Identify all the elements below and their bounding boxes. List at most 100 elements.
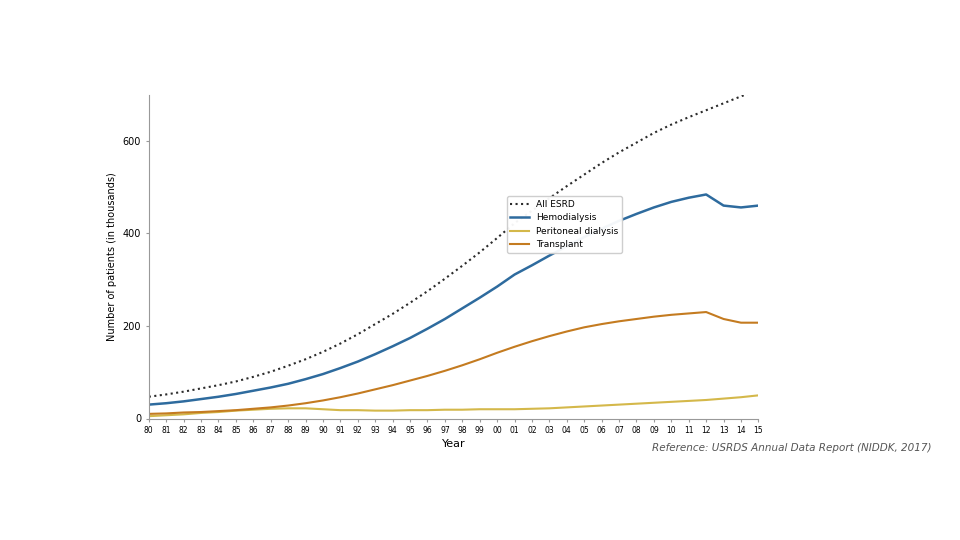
Transplant xyxy=(683,310,694,316)
Hemodialysis xyxy=(753,202,764,209)
Hemodialysis xyxy=(648,204,660,211)
Transplant xyxy=(300,400,311,407)
All ESRD xyxy=(282,362,294,369)
Peritoneal dialysis xyxy=(248,407,259,413)
Transplant xyxy=(701,309,712,315)
Hemodialysis xyxy=(613,218,625,224)
Hemodialysis xyxy=(178,398,189,404)
Hemodialysis xyxy=(404,335,416,341)
All ESRD xyxy=(317,349,328,355)
Peritoneal dialysis xyxy=(317,406,328,413)
Hemodialysis xyxy=(352,359,364,365)
All ESRD xyxy=(439,275,450,282)
All ESRD xyxy=(701,107,712,113)
Hemodialysis xyxy=(509,271,520,278)
Peritoneal dialysis xyxy=(648,400,660,406)
Peritoneal dialysis xyxy=(579,403,590,410)
Peritoneal dialysis xyxy=(543,405,555,411)
Transplant xyxy=(492,349,503,356)
Peritoneal dialysis xyxy=(178,411,189,417)
All ESRD xyxy=(387,310,398,317)
Transplant xyxy=(195,409,206,415)
Peritoneal dialysis xyxy=(160,412,172,418)
Hemodialysis xyxy=(317,371,328,377)
Text: Reference: USRDS Annual Data Report (NIDDK, 2017): Reference: USRDS Annual Data Report (NID… xyxy=(652,443,931,453)
Peritoneal dialysis xyxy=(526,406,538,412)
All ESRD xyxy=(352,331,364,338)
Line: Hemodialysis: Hemodialysis xyxy=(149,194,758,404)
Line: All ESRD: All ESRD xyxy=(149,90,758,397)
All ESRD xyxy=(230,378,242,384)
Transplant xyxy=(248,406,259,412)
All ESRD xyxy=(683,114,694,120)
Y-axis label: Number of patients (in thousands): Number of patients (in thousands) xyxy=(108,172,117,341)
Hemodialysis xyxy=(213,394,225,400)
All ESRD xyxy=(160,391,172,397)
All ESRD xyxy=(665,122,677,128)
Hemodialysis xyxy=(526,262,538,268)
Peritoneal dialysis xyxy=(439,407,450,413)
Transplant xyxy=(370,386,381,393)
Transplant xyxy=(579,324,590,330)
All ESRD xyxy=(248,374,259,380)
Peritoneal dialysis xyxy=(613,401,625,408)
Hemodialysis xyxy=(387,343,398,349)
Hemodialysis xyxy=(474,294,486,301)
Peritoneal dialysis xyxy=(230,407,242,414)
Peritoneal dialysis xyxy=(665,399,677,405)
All ESRD xyxy=(404,300,416,306)
Hemodialysis xyxy=(701,191,712,198)
All ESRD xyxy=(474,249,486,255)
Hemodialysis xyxy=(248,388,259,394)
All ESRD xyxy=(718,100,730,106)
Peritoneal dialysis xyxy=(213,409,225,415)
All ESRD xyxy=(561,183,572,190)
Transplant xyxy=(596,321,608,327)
All ESRD xyxy=(195,385,206,392)
Transplant xyxy=(753,320,764,326)
Line: Peritoneal dialysis: Peritoneal dialysis xyxy=(149,395,758,416)
Legend: All ESRD, Hemodialysis, Peritoneal dialysis, Transplant: All ESRD, Hemodialysis, Peritoneal dialy… xyxy=(507,196,622,253)
All ESRD xyxy=(648,130,660,136)
All ESRD xyxy=(579,171,590,178)
All ESRD xyxy=(300,356,311,362)
Transplant xyxy=(718,316,730,322)
Hemodialysis xyxy=(665,199,677,205)
All ESRD xyxy=(509,220,520,226)
Transplant xyxy=(282,402,294,409)
Peritoneal dialysis xyxy=(509,406,520,413)
Line: Transplant: Transplant xyxy=(149,312,758,414)
Transplant xyxy=(178,409,189,416)
Peritoneal dialysis xyxy=(492,406,503,413)
Hemodialysis xyxy=(160,400,172,407)
Hemodialysis xyxy=(421,326,433,332)
Transplant xyxy=(335,394,347,401)
Peritoneal dialysis xyxy=(335,407,347,414)
Transplant xyxy=(631,316,642,322)
Hemodialysis xyxy=(718,202,730,209)
All ESRD xyxy=(596,160,608,166)
All ESRD xyxy=(178,388,189,395)
Transplant xyxy=(735,320,747,326)
Hemodialysis xyxy=(579,234,590,240)
Transplant xyxy=(352,390,364,397)
Hemodialysis xyxy=(543,252,555,259)
Hemodialysis xyxy=(561,243,572,249)
Transplant xyxy=(439,368,450,374)
Text: Trends in ESRD Prevalence by Modality, 1980-2015: Trends in ESRD Prevalence by Modality, 1… xyxy=(14,26,811,55)
All ESRD xyxy=(543,195,555,201)
Transplant xyxy=(387,382,398,388)
Peritoneal dialysis xyxy=(561,404,572,410)
All ESRD xyxy=(492,235,503,241)
Peritoneal dialysis xyxy=(282,405,294,411)
Hemodialysis xyxy=(439,316,450,322)
Hemodialysis xyxy=(631,211,642,217)
Transplant xyxy=(317,397,328,404)
Hemodialysis xyxy=(492,284,503,290)
Transplant xyxy=(509,343,520,350)
All ESRD xyxy=(265,368,276,375)
All ESRD xyxy=(143,394,155,400)
All ESRD xyxy=(370,321,381,327)
Peritoneal dialysis xyxy=(300,405,311,411)
Peritoneal dialysis xyxy=(596,402,608,409)
